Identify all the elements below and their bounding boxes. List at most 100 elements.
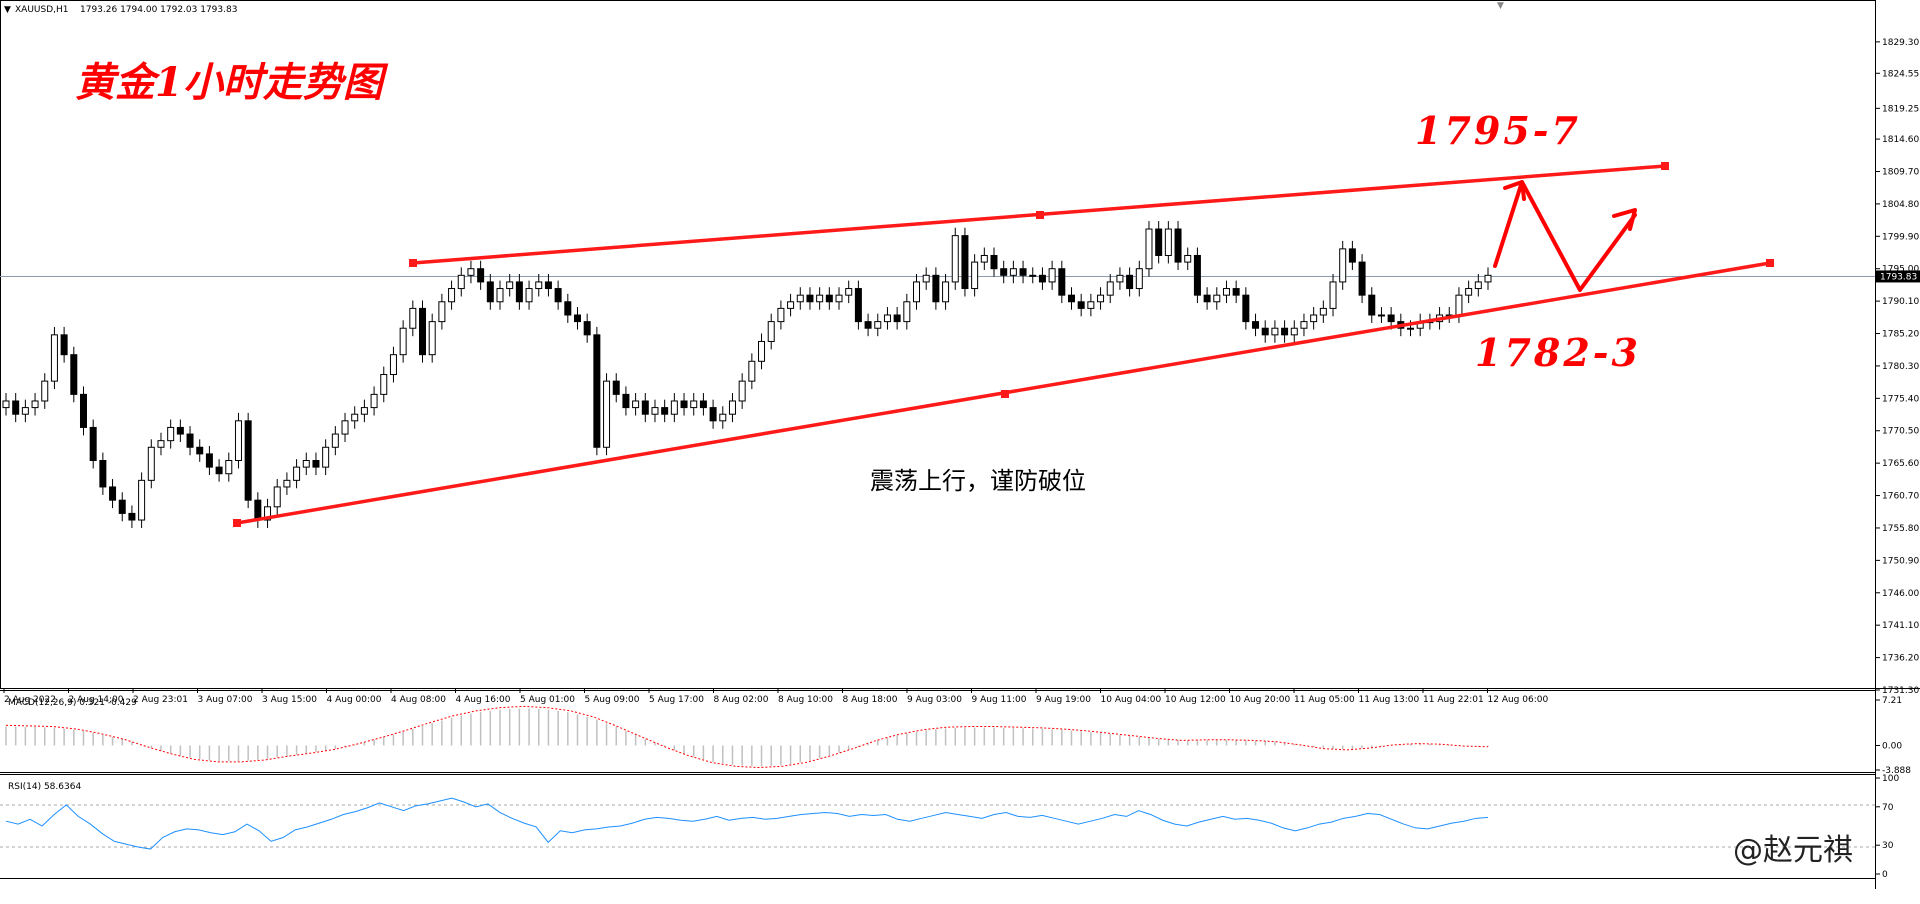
candle-body	[515, 281, 523, 303]
candle-body	[1455, 294, 1463, 316]
time-tick-label: 11 Aug 05:00	[1294, 695, 1355, 705]
price-tick-label: 1780.30	[1882, 362, 1919, 372]
price-tick-label: 1829.30	[1882, 38, 1919, 48]
time-tick-label: 2 Aug 2022	[4, 695, 56, 705]
projection-path	[1493, 180, 1637, 292]
candle-body	[1106, 281, 1114, 296]
price-tick-label: 1770.50	[1882, 427, 1919, 437]
candle-body	[651, 407, 659, 415]
time-tick-label: 5 Aug 01:00	[520, 695, 575, 705]
candle-body	[477, 268, 485, 283]
candle-body	[128, 512, 136, 521]
candle-body	[593, 334, 601, 448]
candle-body	[1213, 294, 1221, 303]
candle-body	[854, 288, 862, 323]
time-tick-label: 5 Aug 17:00	[649, 695, 704, 705]
price-tick-label: 1755.80	[1882, 524, 1919, 534]
candle-body	[719, 413, 727, 422]
time-tick-label: 10 Aug 04:00	[1101, 695, 1162, 705]
upper-trendline-handle[interactable]	[1661, 162, 1669, 170]
candle-body	[1193, 254, 1201, 296]
candle-body	[738, 380, 746, 402]
candle-body	[293, 466, 301, 481]
time-axis: 2 Aug 2022 2 Aug 14:00 2 Aug 23:01 3 Aug 07…	[3, 688, 1548, 705]
ohlc-readout: 1793.26 1794.00 1792.03 1793.83	[80, 5, 237, 15]
time-tick-label: 4 Aug 00:00	[327, 695, 382, 705]
candle-body	[244, 420, 252, 501]
watermark: @赵元祺	[1733, 833, 1853, 868]
candle-body	[603, 380, 611, 448]
candle-body	[312, 460, 320, 468]
price-tick-label: 1819.25	[1882, 104, 1919, 114]
price-tick-label: 1760.70	[1882, 492, 1919, 502]
time-tick-label: 9 Aug 19:00	[1036, 695, 1091, 705]
candle-body	[79, 393, 87, 428]
candle-body	[535, 281, 543, 290]
candle-body	[1135, 268, 1143, 290]
candle-body	[796, 294, 804, 303]
rsi-label: RSI(14) 58.6364	[8, 782, 81, 792]
price-tick-label: 1824.55	[1882, 69, 1919, 79]
lower-trendline-handle[interactable]	[1766, 259, 1774, 267]
candle-body	[506, 281, 514, 290]
rsi-tick-label: 0	[1882, 870, 1888, 880]
lower-trendline-handle[interactable]	[233, 519, 241, 527]
dropdown-arrow-icon[interactable]: ▼	[4, 5, 11, 15]
candle-body	[157, 440, 165, 448]
lower-target-annotation: 1782-3	[1475, 330, 1641, 375]
candle-body	[118, 499, 126, 514]
candle-body	[573, 314, 581, 323]
candle-body	[1358, 261, 1366, 296]
lower-trendline-handle[interactable]	[1001, 390, 1009, 398]
time-tick-label: 10 Aug 20:00	[1230, 695, 1291, 705]
candle-body	[971, 261, 979, 290]
candle-body	[1038, 274, 1046, 283]
candle-body	[1474, 281, 1482, 290]
price-tick-label: 1765.60	[1882, 459, 1919, 469]
current-price-label: 1793.83	[1880, 272, 1917, 282]
upper-trendline-handle[interactable]	[1036, 211, 1044, 219]
candle-body	[399, 327, 407, 356]
price-tick-label: 1814.60	[1882, 135, 1919, 145]
candle-body	[1368, 294, 1376, 316]
time-tick-label: 11 Aug 22:01	[1423, 695, 1484, 705]
candle-body	[1242, 294, 1250, 323]
candle-body	[1087, 301, 1095, 309]
candle-body	[41, 380, 49, 402]
scroll-marker-icon[interactable]: ▼	[1497, 1, 1504, 11]
rsi-tick-label: 100	[1882, 774, 1899, 784]
time-tick-label: 11 Aug 13:00	[1359, 695, 1420, 705]
macd-axis: 7.21 0.00 -3.888	[1875, 696, 1911, 776]
rsi-tick-label: 30	[1882, 841, 1894, 851]
price-tick-label: 1775.40	[1882, 394, 1919, 404]
macd-signal-line	[5, 705, 1489, 769]
candle-body	[1222, 288, 1230, 296]
candle-body	[167, 426, 175, 442]
price-tick-label: 1785.20	[1882, 330, 1919, 340]
time-tick-label: 5 Aug 09:00	[585, 695, 640, 705]
price-tick-label: 1804.80	[1882, 200, 1919, 210]
candle-body	[60, 334, 68, 356]
price-tick-label: 1731.30	[1882, 686, 1919, 696]
rsi-axis: 100 70 30 0	[1875, 774, 1899, 880]
candle-body	[1077, 301, 1085, 309]
upper-trendline-handle[interactable]	[409, 259, 417, 267]
upper-target-annotation: 1795-7	[1415, 108, 1581, 153]
candle-body	[186, 433, 194, 448]
candle-body	[980, 254, 988, 263]
candle-body	[641, 400, 649, 415]
candle-body	[1281, 327, 1289, 336]
candle-body	[1387, 314, 1395, 323]
candle-body	[1329, 281, 1337, 309]
candle-body	[360, 407, 368, 415]
candle-body	[196, 446, 204, 455]
candle-body	[612, 380, 620, 395]
price-tick-label: 1809.70	[1882, 167, 1919, 177]
candle-body	[913, 281, 921, 303]
time-tick-label: 10 Aug 12:00	[1165, 695, 1226, 705]
candle-body	[419, 307, 427, 356]
price-tick-label: 1736.20	[1882, 654, 1919, 664]
price-tick-label: 1799.90	[1882, 232, 1919, 242]
macd-histogram	[5, 708, 1489, 767]
